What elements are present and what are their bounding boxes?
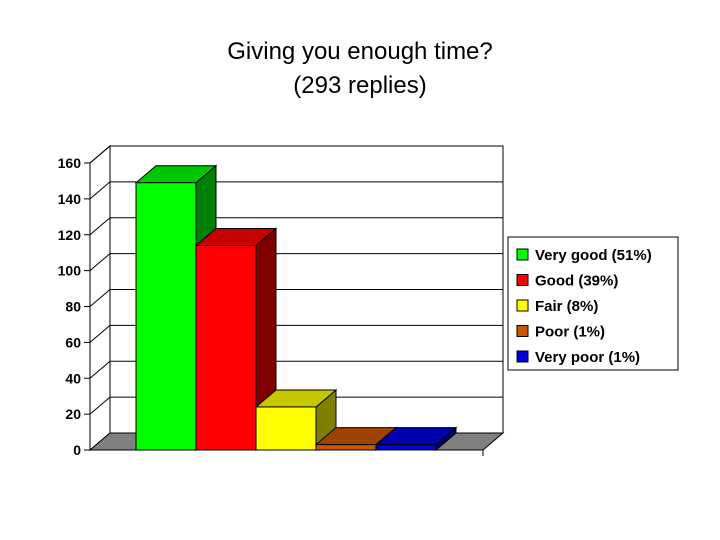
y-tick-label: 40 xyxy=(65,370,81,386)
bar xyxy=(374,426,458,452)
legend-box xyxy=(507,236,679,371)
bar xyxy=(254,388,338,452)
gridline xyxy=(89,145,503,164)
legend-swatch xyxy=(516,325,529,337)
gridline xyxy=(89,253,503,272)
legend-swatch xyxy=(516,299,529,312)
bar xyxy=(194,227,278,452)
chart-title: Giving you enough time? xyxy=(227,38,493,65)
legend-swatch xyxy=(516,350,529,363)
legend-label: Very poor (1%) xyxy=(535,349,640,366)
gridline xyxy=(89,181,503,200)
bar-front xyxy=(135,182,197,451)
y-tick-label: 120 xyxy=(58,227,82,243)
legend-label: Fair (8%) xyxy=(535,298,598,315)
y-tick-label: 80 xyxy=(65,299,81,315)
y-tick-label: 60 xyxy=(65,334,81,350)
y-tick-label: 0 xyxy=(73,442,81,458)
y-tick-label: 100 xyxy=(58,263,82,279)
gridline xyxy=(89,217,503,236)
bar-front xyxy=(255,406,317,451)
gridline xyxy=(89,396,503,415)
bar-front xyxy=(375,444,437,451)
gridline xyxy=(89,360,503,379)
bars xyxy=(134,164,458,452)
gridline xyxy=(89,289,503,307)
gridline xyxy=(89,324,503,343)
legend-swatch xyxy=(516,248,529,261)
chart-subtitle: (293 replies) xyxy=(293,72,427,99)
gridlines xyxy=(89,145,503,415)
legend-swatch xyxy=(516,274,529,286)
legend: Very good (51%) Good (39%) Fair (8%) Poor (… xyxy=(507,236,679,371)
bar-front xyxy=(195,245,257,451)
y-tick-labels: 0 20 40 60 80 100 120 140 160 xyxy=(58,155,82,458)
y-tick-label: 20 xyxy=(65,406,81,422)
y-tick-label: 160 xyxy=(58,155,82,171)
legend-label: Poor (1%) xyxy=(535,324,605,341)
bar-front xyxy=(315,444,377,451)
y-tick-label: 140 xyxy=(58,191,82,207)
legend-label: Good (39%) xyxy=(535,273,618,290)
legend-label: Very good (51%) xyxy=(535,247,652,264)
y-axis xyxy=(84,162,484,456)
